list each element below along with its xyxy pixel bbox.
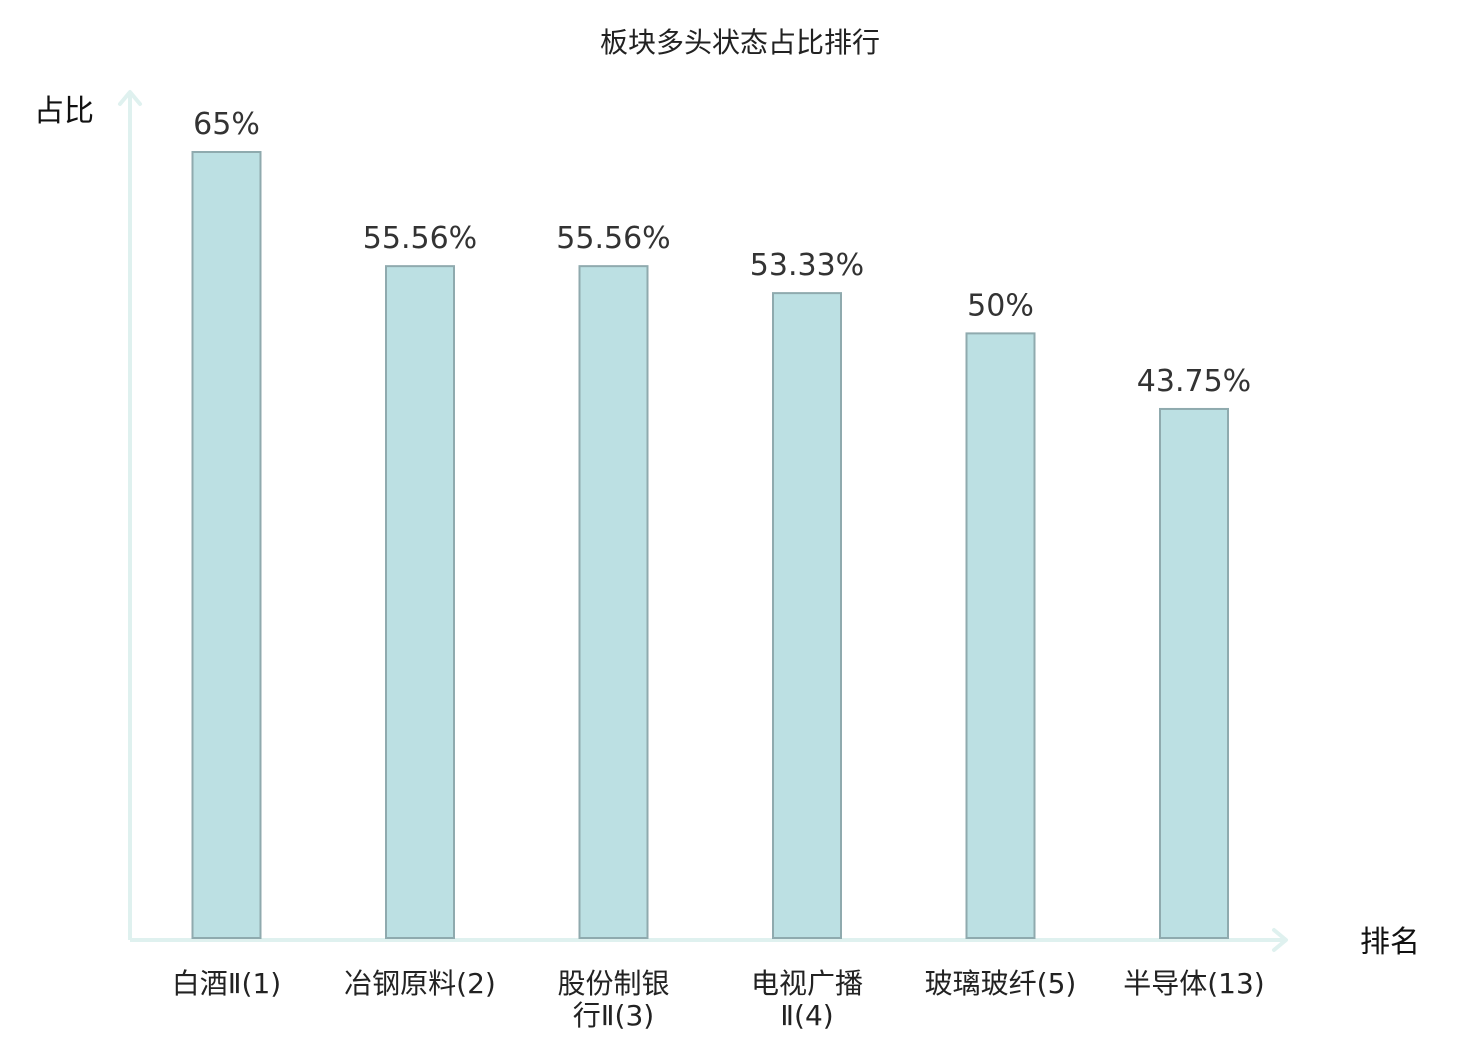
y-axis [118,90,142,940]
bar-value-label: 53.33% [750,248,864,283]
category-tick-label: 白酒Ⅱ(1) [172,967,281,1000]
bar-value-label: 55.56% [556,221,670,256]
bar-value-label: 55.56% [363,221,477,256]
y-axis-label: 占比 [34,94,94,129]
x-axis [130,928,1288,952]
bar [965,332,1036,939]
value-labels-group: 65% 55.56% 55.56% 53.33% 50% 43.75% [193,107,1251,399]
chart-title: 板块多头状态占比排行 [600,26,880,59]
bar [772,292,842,939]
bar-value-label: 43.75% [1137,364,1251,399]
bars-group [191,151,1229,940]
bar [191,151,262,939]
bar [385,265,455,940]
category-tick-label: Ⅱ(4) [780,999,833,1032]
category-tick-label: 冶钢原料(2) [344,967,496,1000]
bar [578,265,649,940]
category-tick-label: 玻璃玻纤(5) [925,967,1077,1000]
bar-value-label: 50% [967,288,1034,323]
x-axis-arrow [1272,928,1288,952]
bar [1159,407,1229,939]
x-axis-label: 排名 [1360,925,1420,960]
category-tick-label: 行Ⅱ(3) [573,999,654,1032]
y-axis-arrow [118,90,142,106]
bar-value-label: 65% [193,107,260,142]
category-tick-label: 股份制银 [557,967,669,1000]
category-tick-label: 半导体(13) [1123,967,1264,1000]
category-tick-label: 电视广播 [751,967,863,1000]
